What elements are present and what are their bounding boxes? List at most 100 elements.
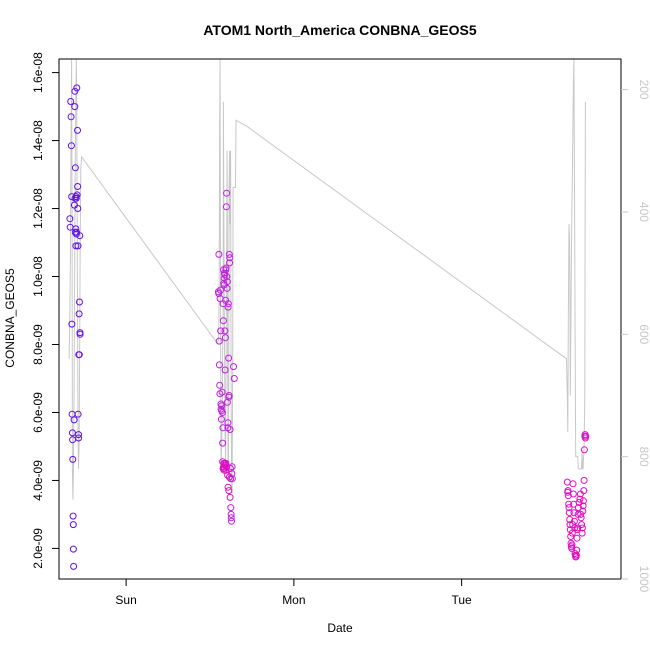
data-point-series-3 xyxy=(568,544,576,552)
y2-tick-label: 800 xyxy=(637,447,650,467)
data-point-series-1 xyxy=(72,242,80,250)
y-tick-label: 4.0e-09 xyxy=(31,460,45,501)
data-point-series-3 xyxy=(565,500,573,508)
data-point-series-3 xyxy=(225,487,233,495)
data-point-series-2 xyxy=(222,203,230,211)
data-point-series-2 xyxy=(230,363,237,371)
data-point-series-2 xyxy=(221,334,229,342)
data-point-series-1 xyxy=(74,410,82,418)
data-point-series-2 xyxy=(221,366,229,374)
data-point-series-3 xyxy=(563,478,571,486)
data-point-series-2 xyxy=(215,337,223,345)
data-point-series-3 xyxy=(221,461,229,469)
data-point-series-2 xyxy=(217,327,225,335)
data-point-series-2 xyxy=(221,271,229,279)
data-point-series-1 xyxy=(74,126,81,134)
data-point-series-1 xyxy=(76,330,84,338)
data-point-series-1 xyxy=(75,351,83,359)
data-point-series-2 xyxy=(225,354,233,362)
x-axis-label: Date xyxy=(327,621,353,635)
data-point-series-1 xyxy=(71,164,79,172)
data-point-series-1 xyxy=(75,431,82,439)
data-point-series-1 xyxy=(71,87,79,95)
y2-tick-label: 1000 xyxy=(637,566,650,593)
altitude-line-layer xyxy=(68,58,586,500)
data-point-series-1 xyxy=(71,228,79,236)
data-point-series-2 xyxy=(228,463,236,471)
data-point-series-3 xyxy=(223,463,231,471)
data-point-series-2 xyxy=(221,327,229,335)
data-point-series-2 xyxy=(224,303,232,311)
data-point-series-1 xyxy=(76,232,84,240)
y2-tick-label: 200 xyxy=(637,80,650,100)
data-point-series-2 xyxy=(219,424,227,432)
data-point-series-2 xyxy=(215,361,223,369)
data-point-series-2 xyxy=(225,392,233,399)
data-point-series-1 xyxy=(72,225,80,233)
data-point-series-3 xyxy=(579,497,587,505)
data-point-series-3 xyxy=(578,521,586,529)
y2-tick-label: 600 xyxy=(637,324,650,344)
data-point-series-3 xyxy=(582,432,590,440)
data-point-series-2 xyxy=(226,259,234,267)
data-point-series-3 xyxy=(568,541,576,549)
y-tick-label: 1.2e-08 xyxy=(31,188,45,229)
data-point-series-2 xyxy=(218,388,226,396)
data-point-series-3 xyxy=(569,521,577,529)
y-tick-label: 1.0e-08 xyxy=(31,256,45,297)
data-point-series-3 xyxy=(222,466,230,474)
data-point-series-1 xyxy=(72,194,80,202)
data-point-series-1 xyxy=(75,310,83,318)
data-point-series-3 xyxy=(569,490,577,498)
data-point-series-1 xyxy=(73,84,81,92)
data-point-series-2 xyxy=(223,273,231,280)
data-point-series-3 xyxy=(225,473,233,481)
data-point-series-2 xyxy=(216,390,224,398)
data-point-series-1 xyxy=(75,434,83,442)
data-point-series-3 xyxy=(579,502,587,510)
data-point-series-1 xyxy=(68,429,76,437)
y2-axis: 200 400 600 800 1000 xyxy=(621,80,650,593)
data-point-series-2 xyxy=(230,375,238,382)
data-point-series-1 xyxy=(67,98,75,105)
data-point-series-1 xyxy=(66,215,74,223)
y-tick-label: 2.0e-09 xyxy=(31,528,45,569)
data-point-series-1 xyxy=(71,103,79,111)
data-point-series-2 xyxy=(216,286,224,294)
data-point-series-2 xyxy=(219,317,227,325)
data-point-series-3 xyxy=(569,480,577,488)
data-point-series-1 xyxy=(74,242,82,250)
data-point-series-2 xyxy=(227,510,235,518)
chart-title: ATOM1 North_America CONBNA_GEOS5 xyxy=(203,22,477,38)
y-axis-label: CONBNA_GEOS5 xyxy=(3,268,17,368)
data-point-series-3 xyxy=(224,483,232,491)
data-point-series-1 xyxy=(76,298,83,306)
data-point-series-1 xyxy=(73,191,81,199)
data-point-series-2 xyxy=(218,402,226,410)
data-point-series-2 xyxy=(223,278,231,286)
data-point-series-3 xyxy=(567,539,575,547)
y-tick-label: 1.6e-08 xyxy=(31,52,45,93)
data-point-series-3 xyxy=(570,517,578,525)
data-point-series-1 xyxy=(74,205,82,212)
data-point-series-3 xyxy=(573,534,581,542)
data-point-series-3 xyxy=(577,510,585,518)
data-point-series-2 xyxy=(224,300,232,308)
data-point-series-1 xyxy=(69,521,77,529)
data-point-series-3 xyxy=(580,487,588,495)
data-point-series-2 xyxy=(218,409,226,416)
x-tick-label: Mon xyxy=(282,593,305,607)
y-tick-label: 1.4e-08 xyxy=(31,120,45,161)
data-point-series-1 xyxy=(69,545,77,553)
data-point-series-2 xyxy=(219,439,227,447)
data-point-series-1 xyxy=(69,512,77,520)
data-point-series-3 xyxy=(564,487,572,495)
data-point-series-2 xyxy=(223,284,231,292)
y-tick-label: 8.0e-09 xyxy=(31,324,45,365)
data-point-series-3 xyxy=(566,516,574,523)
data-point-series-2 xyxy=(223,398,231,406)
data-point-series-3 xyxy=(565,504,573,512)
data-point-series-3 xyxy=(579,507,587,515)
data-point-series-2 xyxy=(224,419,232,427)
x-tick-label: Sun xyxy=(115,593,136,607)
